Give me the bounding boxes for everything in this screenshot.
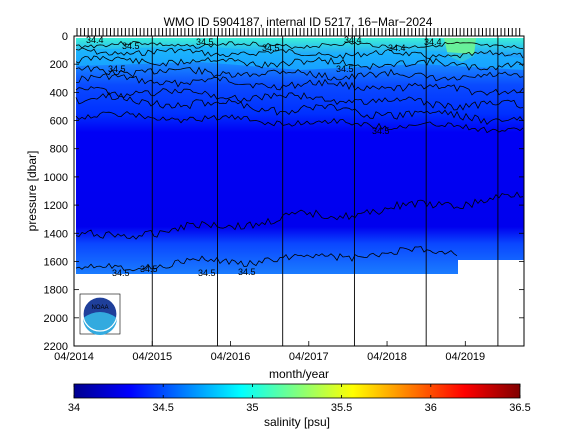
contour-label: 34.4 — [424, 37, 442, 47]
colorbar-tick-label: 36 — [425, 402, 437, 414]
contour-label: 34.5 — [262, 43, 280, 53]
y-axis-label: pressure [dbar] — [25, 151, 39, 232]
y-axis: 0 200 400 600 800 1000 1200 1400 1600 1800 2000 220… — [44, 31, 524, 353]
contour-line — [75, 40, 524, 50]
y-tick-label: 800 — [50, 144, 68, 156]
contour-label-group: 34.4 34.5 34.5 34.5 34.4 34.4 34.4 34.5 34.5 34.5… — [86, 35, 442, 278]
colorbar-ticks: 34 34.5 35 35.5 36 36.5 — [68, 384, 531, 414]
colorbar-tick-label: 35 — [246, 402, 258, 414]
x-axis-label: month/year — [269, 367, 329, 381]
y-tick-label: 1600 — [44, 256, 68, 268]
x-tick-label: 04/2018 — [367, 351, 407, 363]
colorbar-tick-label: 34 — [68, 402, 80, 414]
y-tick-label: 2200 — [44, 341, 68, 353]
y-tick-label: 0 — [62, 31, 68, 43]
contour-label: 34.5 — [336, 64, 354, 74]
contour-line — [75, 91, 524, 125]
contour-label-deep: 34.5 — [238, 267, 256, 277]
x-tick-label: 04/2017 — [289, 351, 329, 363]
contour-label: 34.4 — [388, 43, 406, 53]
noaa-logo: NOAA — [79, 293, 121, 335]
x-axis: 04/2014 04/2015 04/2016 04/2017 04/2018 04/20… — [54, 341, 485, 363]
contour-label: 34.4 — [86, 35, 104, 45]
contour-label: 34.5 — [108, 64, 126, 74]
colorbar-tick-label: 36.5 — [509, 402, 530, 414]
y-tick-label: 1000 — [44, 172, 68, 184]
colorbar-label: salinity [psu] — [264, 415, 330, 429]
contour-label-deep: 34.5 — [198, 268, 216, 278]
plot-frame — [73, 35, 525, 347]
chart-title: WMO ID 5904187, internal ID 5217, 16−Mar… — [164, 15, 433, 29]
contour-line — [75, 246, 458, 272]
svg-text:NOAA: NOAA — [91, 305, 108, 311]
y-tick-label: 2000 — [44, 313, 68, 325]
contour-line — [75, 73, 524, 96]
salinity-field — [76, 38, 524, 274]
contour-line — [75, 111, 524, 134]
x-tick-label: 04/2015 — [132, 351, 172, 363]
colorbar — [73, 383, 521, 399]
contour-label: 34.5 — [122, 41, 140, 51]
contour-label: 34.5 — [196, 37, 214, 47]
y-tick-label: 600 — [50, 116, 68, 128]
contour-label: 34.4 — [344, 35, 362, 45]
contour-label-deep: 34.5 — [112, 268, 130, 278]
contour-lines — [75, 40, 524, 272]
contour-line — [75, 47, 524, 60]
contour-line — [75, 86, 524, 111]
x-tick-label: 04/2016 — [211, 351, 251, 363]
salinity-field-fill — [76, 38, 524, 274]
contour-label-deep: 34.5 — [140, 264, 158, 274]
colorbar-tick-label: 34.5 — [152, 402, 173, 414]
contour-label: 34.5 — [372, 126, 390, 136]
y-tick-label: 1400 — [44, 228, 68, 240]
contour-line — [75, 55, 524, 71]
y-tick-label: 1200 — [44, 200, 68, 212]
contour-line — [75, 65, 524, 82]
x-tick-label: 04/2014 — [54, 351, 94, 363]
colorbar-tick-label: 35.5 — [331, 402, 352, 414]
contour-line — [75, 191, 524, 240]
profile-gap-lines — [151, 36, 499, 346]
x-tick-label: 04/2019 — [445, 351, 485, 363]
y-tick-label: 400 — [50, 87, 68, 99]
profile-tick-marks — [76, 28, 521, 36]
y-tick-label: 200 — [50, 59, 68, 71]
y-tick-label: 1800 — [44, 285, 68, 297]
